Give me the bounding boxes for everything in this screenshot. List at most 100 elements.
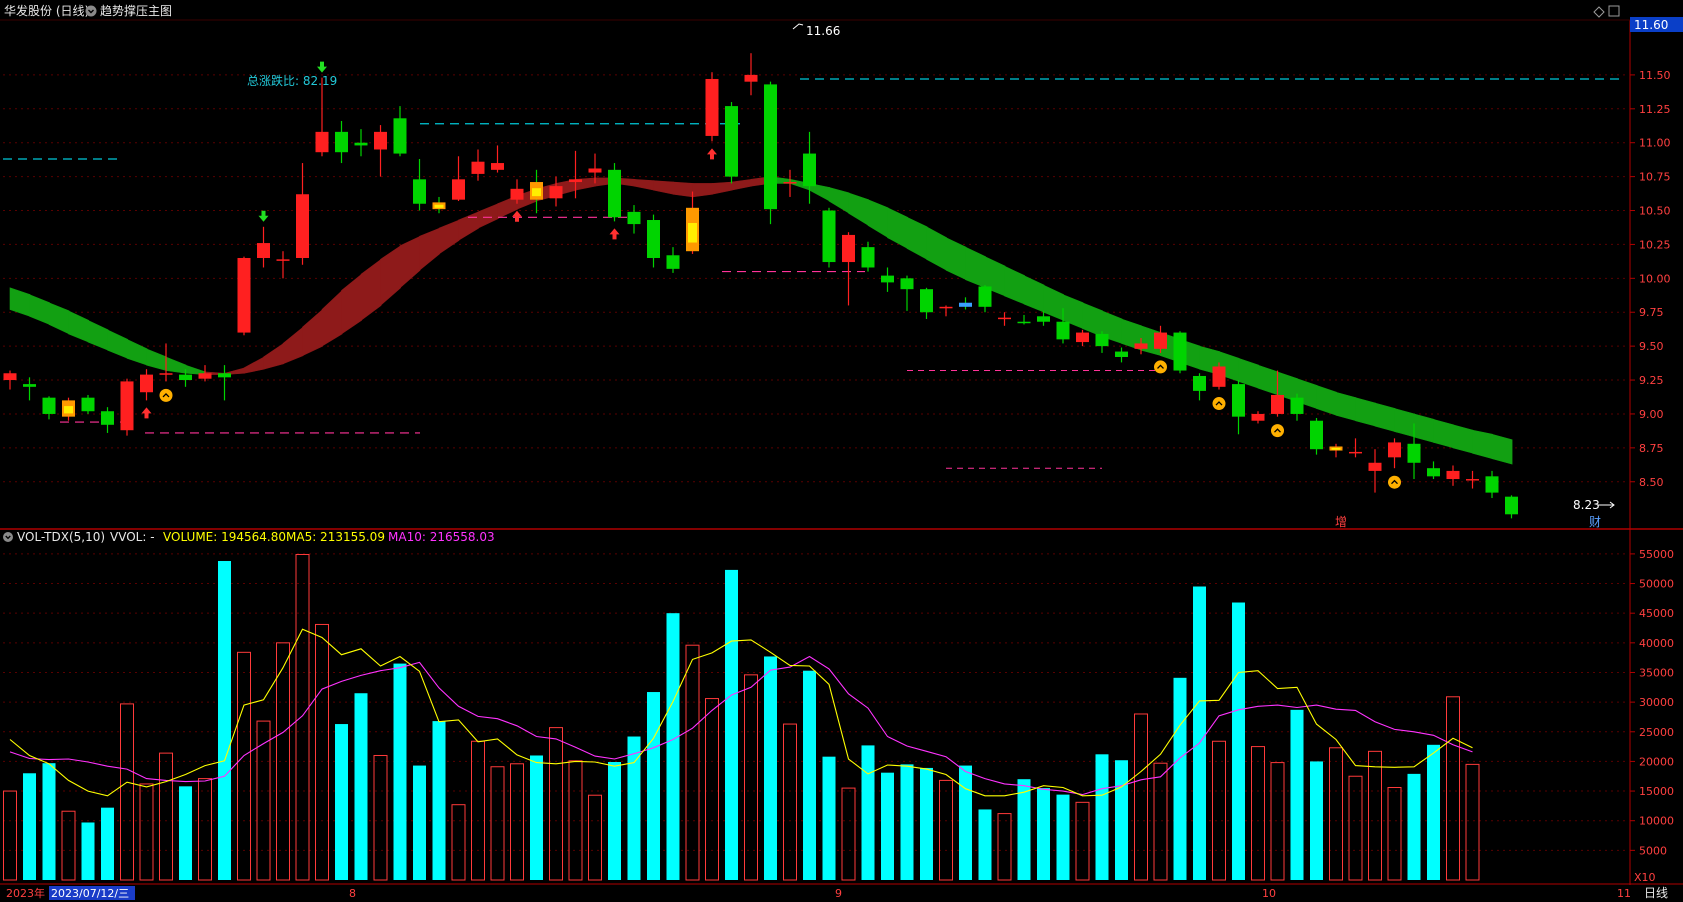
candle[interactable] (42, 396, 56, 420)
candle[interactable] (686, 191, 699, 254)
candle[interactable] (315, 77, 329, 157)
candle[interactable] (218, 365, 231, 401)
candle[interactable] (569, 150, 582, 199)
volume-bar[interactable] (530, 755, 543, 880)
candle[interactable] (1095, 331, 1109, 353)
diamond-icon[interactable] (1593, 6, 1605, 18)
candle[interactable] (608, 163, 621, 222)
volume-bar[interactable] (1446, 696, 1460, 881)
volume-bar[interactable] (295, 553, 310, 881)
candle[interactable] (920, 287, 933, 320)
volume-bar[interactable] (1348, 775, 1363, 881)
volume-bar[interactable] (725, 569, 738, 880)
candle[interactable] (62, 397, 75, 421)
candle[interactable] (120, 378, 134, 436)
candle[interactable] (101, 407, 114, 433)
volume-bar[interactable] (920, 767, 933, 880)
candle[interactable] (1154, 325, 1167, 353)
volume-bar[interactable] (1095, 754, 1109, 880)
volume-bar[interactable] (373, 754, 388, 881)
candle[interactable] (257, 226, 270, 268)
volume-bar[interactable] (627, 736, 641, 880)
volume-bar[interactable] (803, 670, 816, 880)
candle[interactable] (1388, 438, 1401, 469)
candle[interactable] (764, 81, 777, 225)
candle[interactable] (1446, 465, 1460, 486)
candle[interactable] (1115, 347, 1128, 363)
candle[interactable] (822, 207, 836, 268)
candle[interactable] (179, 369, 192, 387)
square-icon[interactable] (1608, 5, 1620, 17)
volume-bar[interactable] (510, 763, 524, 881)
volume-bars[interactable] (3, 553, 1480, 881)
candlesticks[interactable] (3, 53, 1519, 519)
candle[interactable] (1407, 423, 1421, 480)
volume-bar[interactable] (335, 724, 348, 880)
volume-bar[interactable] (451, 804, 466, 881)
volume-bar[interactable] (1251, 746, 1265, 881)
candle[interactable] (1271, 370, 1284, 417)
volume-bar[interactable] (939, 779, 953, 881)
candle[interactable] (159, 343, 173, 382)
candle[interactable] (803, 131, 816, 204)
candle[interactable] (432, 196, 446, 214)
candle[interactable] (744, 53, 758, 96)
volume-bar[interactable] (978, 809, 992, 880)
volume-bar[interactable] (881, 772, 894, 880)
candle[interactable] (783, 169, 797, 197)
candle[interactable] (413, 158, 426, 211)
candle[interactable] (491, 145, 504, 173)
volume-bar[interactable] (1193, 586, 1206, 880)
volume-bar[interactable] (666, 613, 680, 880)
volume-bar[interactable] (490, 766, 505, 881)
candle[interactable] (335, 121, 348, 164)
event-mark-zeng[interactable]: 增 (1335, 515, 1347, 529)
volume-bar[interactable] (764, 656, 777, 880)
candle[interactable] (861, 241, 875, 272)
candle[interactable] (81, 394, 95, 414)
volume-bar[interactable] (432, 721, 446, 880)
volume-bar[interactable] (23, 773, 36, 880)
volume-bar[interactable] (315, 623, 329, 881)
candle[interactable] (1212, 362, 1226, 390)
candle[interactable] (510, 179, 524, 204)
volume-bar[interactable] (1290, 709, 1304, 880)
volume-bar[interactable] (1075, 801, 1090, 881)
candle[interactable] (393, 106, 407, 157)
candle[interactable] (1134, 338, 1148, 355)
volume-bar[interactable] (139, 783, 154, 881)
volume-bar[interactable] (471, 740, 485, 881)
candle[interactable] (978, 285, 992, 313)
volume-bar[interactable] (822, 756, 836, 880)
volume-bar[interactable] (1310, 761, 1323, 880)
volume-bar[interactable] (1212, 740, 1226, 881)
volume-bar[interactable] (81, 822, 95, 880)
volume-bar[interactable] (1387, 787, 1402, 881)
volume-bar[interactable] (101, 807, 114, 880)
candle[interactable] (1349, 438, 1362, 458)
volume-bar[interactable] (959, 765, 972, 880)
candle[interactable] (627, 205, 641, 234)
gear-icon[interactable] (85, 5, 97, 17)
candle[interactable] (1056, 308, 1070, 344)
volume-bar[interactable] (237, 651, 251, 881)
volume-bar[interactable] (1407, 773, 1421, 880)
volume-bar[interactable] (1329, 747, 1343, 881)
candle[interactable] (1076, 329, 1089, 347)
volume-bar[interactable] (861, 745, 875, 880)
volume-bar[interactable] (61, 810, 76, 881)
candle[interactable] (666, 247, 680, 273)
volume-bar[interactable] (841, 787, 856, 881)
volume-bar[interactable] (608, 762, 621, 880)
candle[interactable] (452, 156, 465, 202)
candle[interactable] (842, 232, 855, 306)
candle[interactable] (1251, 411, 1265, 424)
volume-bar[interactable] (549, 727, 563, 881)
candle[interactable] (1505, 495, 1518, 519)
volume-bar[interactable] (198, 778, 212, 881)
candle[interactable] (588, 153, 602, 184)
volume-bar[interactable] (413, 765, 426, 880)
volume-bar[interactable] (568, 760, 583, 881)
candle[interactable] (1037, 310, 1050, 326)
volume-bar[interactable] (1173, 677, 1187, 880)
